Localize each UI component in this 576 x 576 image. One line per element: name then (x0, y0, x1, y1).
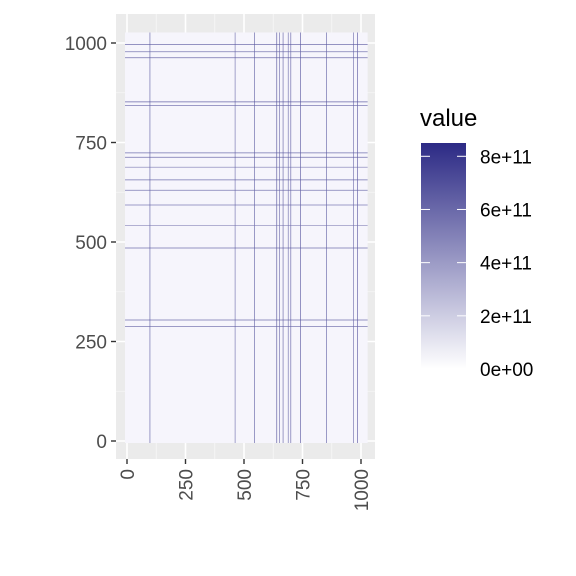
legend-label: 2e+11 (480, 307, 532, 328)
legend-label: 0e+00 (480, 360, 533, 381)
legend-label: 6e+11 (480, 200, 532, 221)
heatmap-background (125, 32, 368, 443)
y-tick-label: 750 (75, 134, 107, 155)
y-tick-label: 0 (96, 432, 107, 453)
legend-label: 8e+11 (480, 147, 532, 168)
legend-title: value (420, 105, 477, 132)
x-tick-label: 1000 (352, 469, 373, 511)
legend-colorbar (421, 143, 466, 369)
legend: value 0e+00 2e+11 4e+11 6e+11 8e+11 (420, 105, 533, 381)
axes: 0 250 500 750 1000 0 250 500 750 1000 (65, 34, 373, 511)
y-tick-label: 500 (75, 233, 107, 254)
x-tick-label: 0 (118, 469, 139, 480)
y-tick-label: 1000 (65, 34, 107, 55)
x-tick-label: 500 (235, 469, 256, 501)
x-tick-label: 250 (177, 469, 198, 501)
legend-label: 4e+11 (480, 254, 532, 275)
heatmap-cells (125, 32, 368, 443)
x-tick-label: 750 (294, 469, 315, 501)
y-tick-label: 250 (75, 333, 107, 354)
